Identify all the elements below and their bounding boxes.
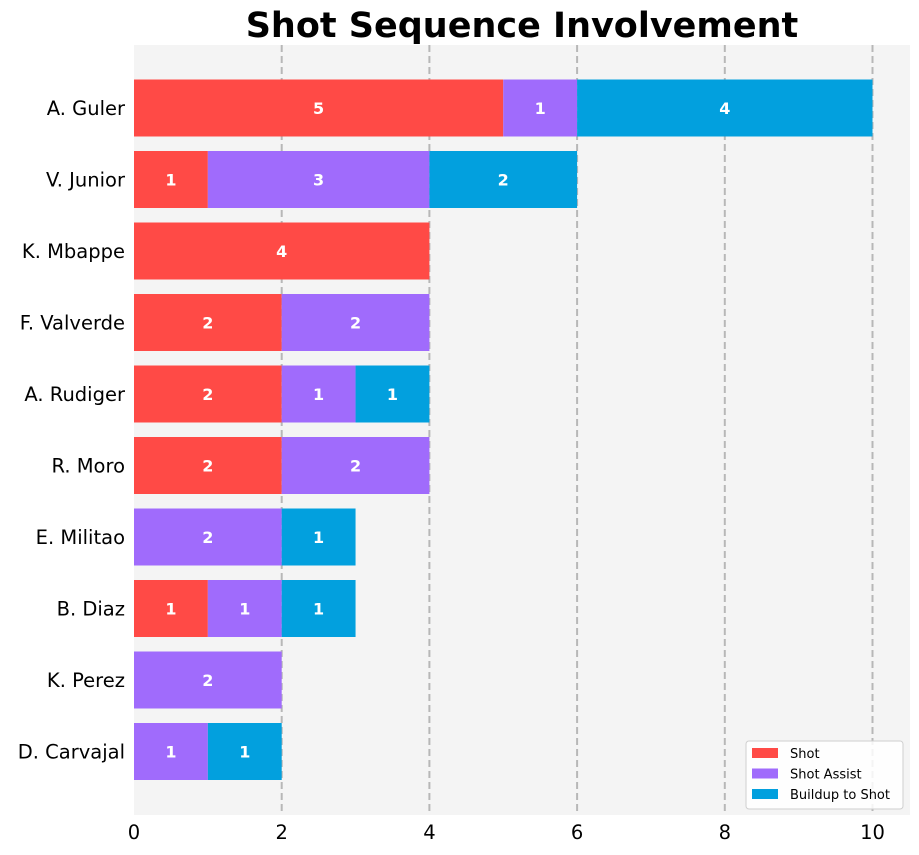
- bar-segment-shot-assist: [281, 294, 430, 351]
- data-label: 2: [350, 457, 361, 476]
- data-label: 2: [202, 671, 213, 690]
- bar-segment-shot-assist: [134, 723, 208, 780]
- bar-segment-shot: [134, 580, 208, 637]
- category-label: F. Valverde: [20, 312, 125, 335]
- category-label: R. Moro: [51, 455, 125, 478]
- data-label: 2: [498, 171, 509, 190]
- legend: Shot Shot Assist Buildup to Shot: [745, 740, 904, 810]
- bar-segment-buildup-to-shot: [429, 151, 578, 208]
- bar-segment-shot-assist: [503, 79, 578, 137]
- value-labels: 5 1 4 1 3 2 4 2 2 2 1 1 2 2 2 1 1 1 1 2 1 1: [165, 99, 730, 762]
- legend-label: Shot Assist: [790, 768, 862, 783]
- data-label: 3: [313, 171, 324, 190]
- legend-items: Shot Shot Assist Buildup to Shot: [752, 747, 890, 803]
- bar-segment-shot-assist: [281, 365, 356, 423]
- bar-segment-shot-assist: [134, 508, 282, 566]
- data-label: 1: [387, 385, 398, 404]
- data-label: 1: [313, 385, 324, 404]
- category-label: K. Mbappe: [22, 240, 125, 263]
- bar-segment-buildup-to-shot: [577, 79, 873, 137]
- data-label: 1: [165, 600, 176, 619]
- bar-segment-shot-assist: [207, 151, 430, 208]
- data-label: 1: [313, 600, 324, 619]
- legend-label: Buildup to Shot: [790, 788, 890, 803]
- bar-segment-shot: [134, 437, 282, 494]
- category-label: K. Perez: [47, 669, 125, 692]
- legend-swatch: [752, 748, 778, 758]
- data-label: 1: [535, 99, 546, 118]
- bar-segment-buildup-to-shot: [355, 365, 430, 423]
- data-label: 1: [165, 743, 176, 762]
- legend-swatch: [752, 768, 778, 779]
- data-label: 1: [313, 528, 324, 547]
- legend-label: Shot: [790, 747, 820, 762]
- x-tick-labels: 0 2 4 6 8 10: [128, 821, 885, 844]
- x-tick-label-2: 2: [275, 821, 287, 844]
- x-tick-label-10: 10: [860, 821, 885, 844]
- category-label: A. Rudiger: [24, 383, 126, 406]
- data-label: 2: [202, 528, 213, 547]
- category-label: A. Guler: [47, 97, 126, 120]
- x-tick-label-8: 8: [719, 821, 731, 844]
- bar-segment-shot: [134, 365, 282, 423]
- data-label: 5: [313, 99, 324, 118]
- bar-segment-shot-assist: [281, 437, 430, 494]
- data-label: 4: [719, 99, 730, 118]
- bar-segment-shot: [134, 222, 430, 280]
- data-label: 2: [202, 314, 213, 333]
- x-tick-label-4: 4: [423, 821, 435, 844]
- data-label: 4: [276, 242, 287, 261]
- bar-segment-shot-assist: [134, 651, 282, 709]
- bar-segment-shot: [134, 79, 504, 137]
- bar-segment-shot: [134, 151, 208, 208]
- x-tick-label-6: 6: [571, 821, 583, 844]
- bar-segment-buildup-to-shot: [281, 508, 356, 566]
- data-label: 2: [202, 457, 213, 476]
- category-label: V. Junior: [46, 169, 126, 192]
- category-label: D. Carvajal: [18, 741, 125, 764]
- bar-segment-shot-assist: [207, 580, 282, 637]
- x-tick-label-0: 0: [128, 821, 140, 844]
- category-label: B. Diaz: [57, 598, 125, 621]
- category-label: E. Militao: [36, 526, 125, 549]
- legend-swatch: [752, 789, 778, 799]
- chart-title: Shot Sequence Involvement: [246, 6, 799, 46]
- bar-segment-shot: [134, 294, 282, 351]
- category-labels: A. Guler V. Junior K. Mbappe F. Valverde A. …: [18, 97, 126, 764]
- data-label: 1: [239, 600, 250, 619]
- bar-segment-buildup-to-shot: [281, 580, 356, 637]
- bar-segment-buildup-to-shot: [207, 723, 282, 780]
- data-label: 2: [202, 385, 213, 404]
- data-label: 1: [239, 743, 250, 762]
- data-label: 2: [350, 314, 361, 333]
- bars: [134, 79, 873, 780]
- data-label: 1: [165, 171, 176, 190]
- legend-box: [745, 740, 904, 810]
